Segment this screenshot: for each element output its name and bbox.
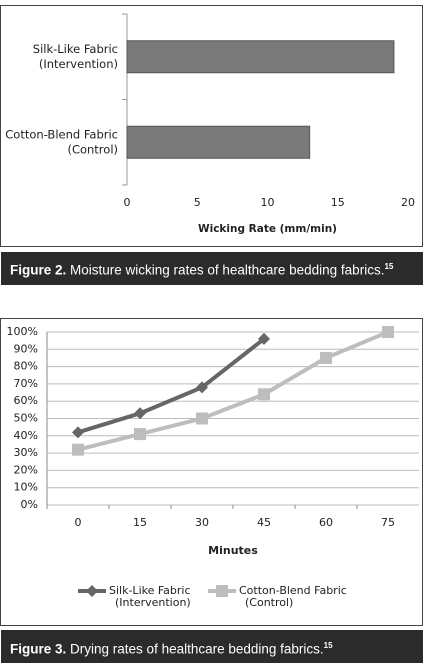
- y-tick-label: (Intervention): [39, 57, 118, 71]
- y-tick-label: 70%: [14, 377, 38, 390]
- y-tick-label: 60%: [14, 394, 38, 407]
- chart-frame: [0, 5, 423, 247]
- caption-text: Drying rates of healthcare bedding fabri…: [70, 641, 324, 657]
- caption-ref: 15: [384, 262, 394, 271]
- y-tick-label: 20%: [14, 463, 38, 476]
- legend-label: (Control): [245, 596, 293, 609]
- point: [134, 407, 146, 420]
- y-tick-label: Cotton-Blend Fabric: [5, 127, 118, 141]
- y-tick-label: 80%: [14, 360, 38, 373]
- point: [258, 388, 270, 401]
- caption-label: Figure 2.: [10, 262, 67, 278]
- y-tick-label: 50%: [14, 412, 38, 425]
- x-tick-label: 5: [194, 196, 201, 209]
- x-tick-label: 30: [195, 516, 209, 529]
- point: [196, 381, 208, 394]
- x-tick-label: 15: [331, 196, 345, 209]
- chart-frame: [0, 318, 423, 626]
- y-tick-label: 10%: [14, 481, 38, 494]
- x-tick-label: 75: [381, 516, 395, 529]
- x-tick-label: 0: [75, 516, 82, 529]
- y-tick-label: 40%: [14, 429, 38, 442]
- x-tick-label: 15: [133, 516, 147, 529]
- y-tick-label: 90%: [14, 342, 38, 355]
- line: [77, 330, 389, 452]
- bar: [126, 40, 395, 74]
- point: [258, 332, 270, 345]
- point: [196, 412, 208, 425]
- y-tick-label: 30%: [14, 446, 38, 459]
- point: [216, 585, 228, 597]
- legend-label: (Intervention): [115, 596, 191, 609]
- line: [77, 337, 266, 435]
- x-tick-label: 0: [124, 196, 131, 209]
- x-axis-label: Wicking Rate (mm/min): [198, 223, 337, 235]
- y-tick-label: Silk-Like Fabric: [33, 42, 118, 56]
- point: [72, 443, 84, 456]
- point: [382, 326, 394, 338]
- legend-label: Cotton-Blend Fabric: [239, 584, 347, 597]
- caption-ref: 15: [323, 641, 333, 650]
- y-tick-label: (Control): [67, 142, 118, 156]
- caption: Figure 2. Moisture wicking rates of heal…: [1, 252, 423, 285]
- caption: Figure 3. Drying rates of healthcare bed…: [1, 630, 423, 663]
- x-axis-label: Minutes: [208, 544, 258, 557]
- point: [86, 585, 98, 597]
- point: [72, 426, 84, 439]
- x-tick-label: 20: [401, 196, 415, 209]
- caption-label: Figure 3.: [10, 641, 67, 657]
- y-tick-label: 0%: [21, 498, 38, 511]
- point: [320, 351, 332, 364]
- bar: [126, 125, 311, 159]
- point: [134, 428, 146, 441]
- caption-text: Moisture wicking rates of healthcare bed…: [70, 262, 385, 278]
- legend-label: Silk-Like Fabric: [109, 584, 191, 597]
- x-tick-label: 10: [261, 196, 275, 209]
- y-tick-label: 100%: [7, 325, 38, 338]
- x-tick-label: 45: [257, 516, 271, 529]
- x-tick-label: 60: [319, 516, 333, 529]
